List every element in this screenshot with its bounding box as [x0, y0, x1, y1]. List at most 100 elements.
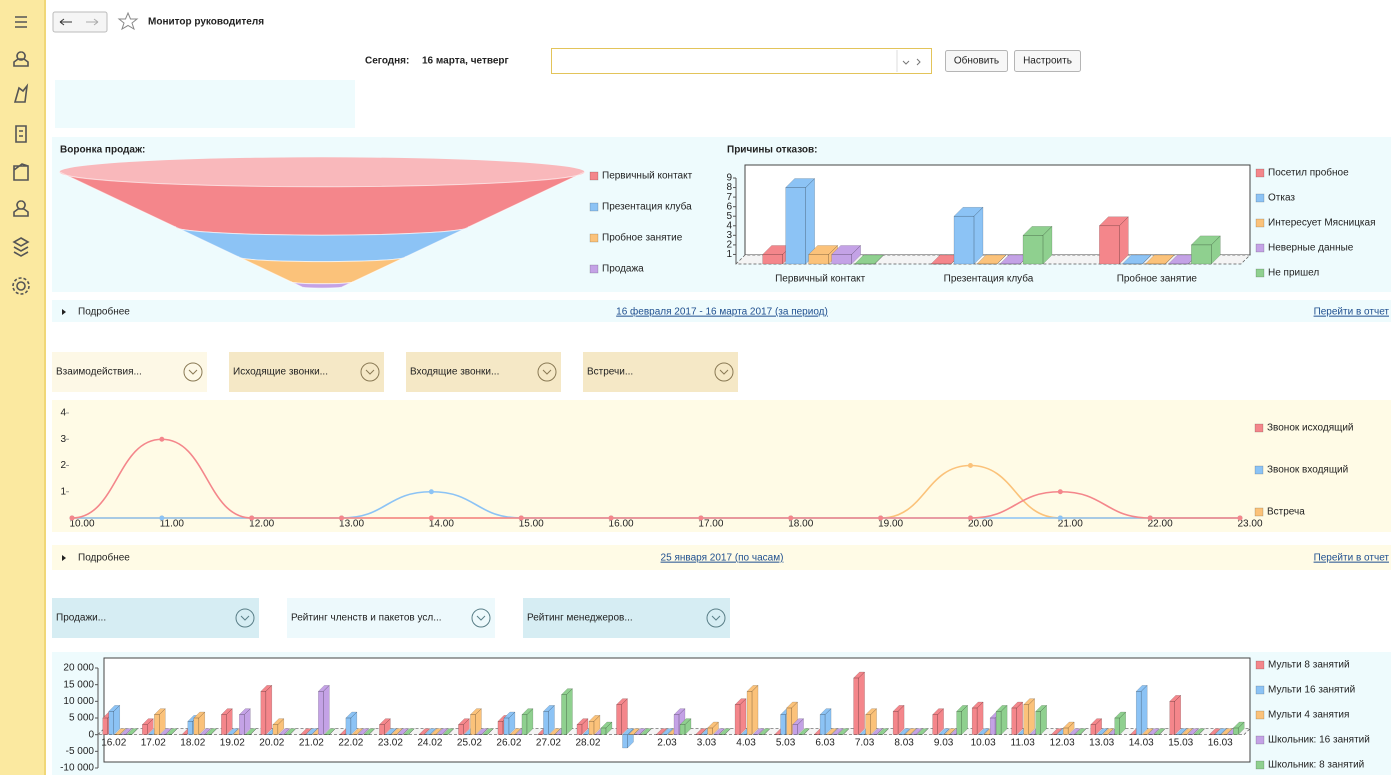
y-tick-label: -5 000	[66, 746, 95, 757]
page-title: Монитор руководителя	[148, 17, 264, 28]
x-tick-label: 15.00	[519, 519, 544, 530]
bar	[430, 728, 443, 735]
tab[interactable]	[523, 598, 730, 638]
bar	[1208, 728, 1221, 735]
tab[interactable]	[229, 352, 384, 392]
input-controls[interactable]	[902, 58, 921, 66]
tab-label[interactable]: Исходящие звонки...	[233, 367, 328, 378]
x-tick-label: 9.03	[934, 738, 954, 749]
bar	[284, 728, 297, 735]
tab-label[interactable]: Входящие звонки...	[410, 367, 499, 378]
bar	[503, 711, 516, 736]
legend-swatch	[589, 233, 599, 243]
bar	[1074, 728, 1087, 735]
expand-arrow[interactable]	[62, 555, 66, 561]
x-tick-label: 22.00	[1148, 519, 1173, 530]
x-tick-label: 24.02	[417, 738, 442, 749]
back-arrow[interactable]	[59, 18, 72, 26]
x-tick-label: 17.02	[141, 738, 166, 749]
nav-icon[interactable]	[13, 163, 29, 181]
more-toggle[interactable]: Подробнее	[78, 306, 130, 318]
tab-label[interactable]: Встречи...	[587, 367, 633, 378]
report-link[interactable]: Перейти в отчет	[1314, 307, 1390, 318]
nav-icon[interactable]	[13, 83, 29, 103]
nav-icon[interactable]	[16, 281, 26, 291]
nav-icon[interactable]	[15, 125, 27, 143]
tab[interactable]	[52, 352, 207, 392]
tab-expand[interactable]	[360, 362, 380, 382]
forward-arrow[interactable]	[86, 18, 99, 26]
period-link[interactable]: 16 февраля 2017 - 16 марта 2017 (за пери…	[616, 306, 828, 318]
bar	[1098, 216, 1129, 265]
today-date: 16 марта, четверг	[422, 56, 509, 67]
bar	[193, 711, 206, 736]
tab[interactable]	[287, 598, 495, 638]
tab-label[interactable]: Продажи...	[56, 613, 106, 624]
button-label[interactable]: Обновить	[954, 55, 999, 67]
bar	[1068, 728, 1081, 735]
tab[interactable]	[406, 352, 561, 392]
nav-icon[interactable]	[13, 51, 29, 67]
tab-chevron[interactable]	[719, 369, 729, 375]
point	[1237, 515, 1243, 521]
tab-chevron[interactable]	[188, 369, 198, 375]
y-tick-label: 6	[726, 201, 732, 212]
tab-label[interactable]: Рейтинг членств и пакетов усл...	[291, 613, 442, 624]
button[interactable]	[1014, 50, 1081, 72]
tab-expand[interactable]	[714, 362, 734, 382]
tab[interactable]	[583, 352, 738, 392]
legend-label: Пробное занятие	[602, 232, 683, 244]
bar	[600, 721, 613, 736]
tab-expand[interactable]	[183, 362, 203, 382]
tab-chevron[interactable]	[476, 615, 486, 621]
bar	[305, 728, 318, 735]
y-tick-label: 1	[726, 249, 732, 260]
expand-arrow[interactable]	[62, 309, 66, 315]
x-tick-label: 16.00	[609, 519, 634, 530]
x-tick-label: 18.02	[180, 738, 205, 749]
x-tick-label: 2.03	[657, 738, 677, 749]
tab-expand[interactable]	[471, 608, 491, 628]
period-link[interactable]: 25 января 2017 (по часам)	[661, 553, 784, 564]
more-toggle[interactable]: Подробнее	[78, 552, 130, 564]
tab-expand[interactable]	[235, 608, 255, 628]
y-tick-label: 4	[60, 408, 66, 419]
bar	[904, 728, 917, 735]
bar	[481, 728, 495, 735]
report-link[interactable]: Перейти в отчет	[1314, 553, 1390, 564]
bar	[424, 728, 437, 735]
bar	[762, 244, 793, 265]
tab-label[interactable]: Взаимодействия...	[56, 367, 142, 378]
tab-expand[interactable]	[706, 608, 726, 628]
bar	[521, 708, 534, 736]
button-label[interactable]: Настроить	[1023, 56, 1072, 67]
search-input[interactable]	[551, 48, 932, 74]
menu-icon[interactable]	[15, 16, 27, 28]
bar	[1175, 728, 1188, 735]
x-tick-label: 10.03	[971, 738, 996, 749]
tab-expand[interactable]	[537, 362, 557, 382]
nav-icon[interactable]	[12, 277, 30, 295]
bar	[442, 728, 455, 735]
bar	[1121, 254, 1152, 265]
tab-chevron[interactable]	[365, 369, 375, 375]
button[interactable]	[945, 50, 1008, 72]
tab-chevron[interactable]	[711, 615, 721, 621]
bar	[752, 728, 765, 735]
nav-icon[interactable]	[13, 200, 29, 217]
funnel-rim	[59, 157, 585, 187]
tab-chevron[interactable]	[240, 615, 250, 621]
tab-chevron[interactable]	[542, 369, 552, 375]
nav-buttons[interactable]	[52, 11, 108, 33]
legend-label: Отказ	[1268, 193, 1295, 204]
point	[159, 436, 165, 442]
nav-icon[interactable]	[12, 237, 30, 257]
favorite-star[interactable]	[117, 11, 139, 31]
tab[interactable]	[52, 598, 259, 638]
bar	[639, 728, 653, 735]
bar	[633, 728, 647, 735]
tab-label[interactable]: Рейтинг менеджеров...	[527, 613, 633, 624]
bar	[576, 718, 589, 736]
legend-swatch	[1255, 760, 1265, 770]
point	[249, 515, 255, 521]
